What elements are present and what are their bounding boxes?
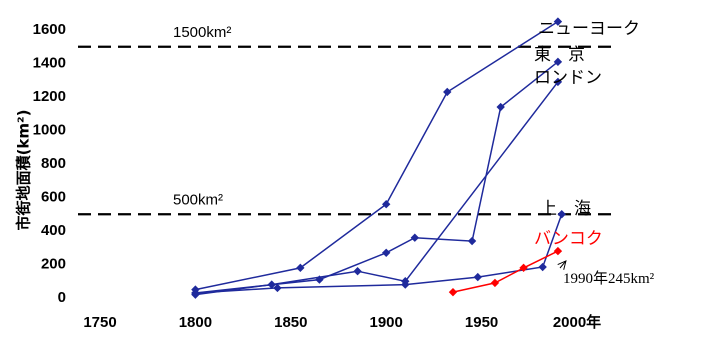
series-label: 上 海: [540, 199, 591, 219]
annotation-arrow: [559, 260, 567, 269]
y-tick-label: 400: [41, 222, 66, 239]
data-point: [353, 267, 362, 276]
series-line: [195, 20, 559, 291]
y-tick-label: 200: [41, 255, 66, 272]
data-point: [191, 288, 200, 298]
y-tick-label: 0: [58, 289, 66, 306]
x-tick-label: 1900: [370, 314, 403, 331]
data-point: [401, 280, 410, 289]
series-line: [195, 81, 559, 296]
series-label: ニューヨーク: [538, 19, 640, 39]
data-point: [553, 77, 563, 87]
annotation-label: 1990年245km²: [563, 270, 655, 287]
data-point: [557, 210, 566, 219]
data-point: [267, 280, 276, 289]
series-label: ロンドン: [534, 68, 602, 88]
data-point: [443, 87, 452, 97]
data-point: [448, 287, 458, 297]
x-tick-label: 1950: [465, 314, 498, 331]
data-point: [553, 246, 563, 256]
series-layer: [191, 17, 566, 299]
y-tick-label: 1400: [33, 54, 66, 71]
series-label: 東 京: [534, 45, 585, 65]
x-tick-label: 1800: [179, 314, 212, 331]
y-tick-label: 1000: [33, 121, 66, 138]
y-tick-label: 600: [41, 188, 66, 205]
y-tick-label: 800: [41, 155, 66, 172]
y-axis-label: 市街地面積(km²): [15, 110, 33, 231]
x-tick-label: 1850: [274, 314, 307, 331]
data-point: [382, 200, 391, 209]
series-label: バンコク: [534, 229, 603, 249]
data-point: [296, 263, 305, 273]
y-tick-label: 1600: [33, 21, 66, 38]
data-point: [519, 263, 528, 273]
annotation-arrowhead: [557, 260, 567, 270]
reference-lines: 1500km² 500km²: [78, 24, 618, 216]
series-line: [195, 61, 559, 294]
data-point: [473, 272, 482, 282]
data-point: [467, 236, 477, 246]
data-point: [553, 57, 563, 67]
reference-line-label: 1500km²: [173, 24, 231, 41]
data-point: [538, 262, 547, 272]
data-point: [490, 278, 500, 288]
annotation-group: 1990年245km²: [557, 260, 655, 287]
data-point: [410, 233, 420, 242]
axes: 0 200 400 600 800 1000 1200 1400 1600 1750 1800 185…: [33, 21, 602, 331]
y-tick-label: 1200: [33, 88, 66, 105]
data-point: [496, 102, 505, 112]
data-point: [273, 283, 282, 293]
series-line: [195, 214, 563, 294]
x-tick-label: 1750: [83, 314, 116, 331]
data-point: [553, 17, 563, 26]
series-line: [452, 250, 559, 293]
reference-line-label: 500km²: [173, 191, 223, 208]
data-point: [382, 248, 391, 257]
x-tick-label: 2000年: [553, 313, 601, 331]
